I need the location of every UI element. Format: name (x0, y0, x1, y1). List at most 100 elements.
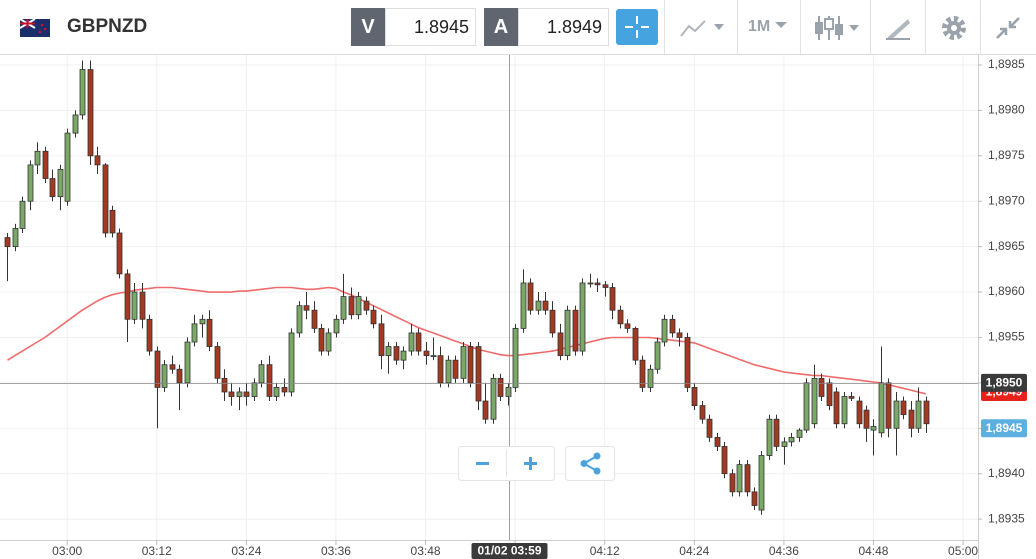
candle-body (42, 150, 49, 179)
candle-body (281, 387, 288, 393)
chart-type-button[interactable] (678, 16, 728, 40)
x-tick-label: 03:36 (321, 544, 351, 558)
candle-body (572, 309, 579, 352)
candle-body (482, 400, 489, 420)
y-tick-label: 1,8960 (988, 284, 1025, 298)
crosshair-time-box (471, 543, 548, 559)
candle-body (729, 473, 736, 493)
crosshair-price-label-box (981, 373, 1027, 392)
candle-body (176, 368, 183, 384)
bid-price[interactable]: 1.8945 (385, 8, 476, 46)
candle-body (102, 164, 109, 234)
bid-price-label-box (981, 419, 1027, 438)
timeframe-button[interactable]: 1M (748, 18, 771, 35)
candle-body (512, 327, 519, 388)
candle-body (602, 284, 609, 288)
candle-body (452, 359, 459, 379)
drawing-tools-button[interactable] (884, 15, 912, 41)
candle-body (146, 318, 153, 352)
candle-body (833, 391, 840, 425)
ask-button[interactable]: A (484, 8, 518, 46)
candle-body (579, 282, 586, 352)
candle-body (624, 323, 631, 329)
candle-body (318, 327, 325, 352)
candle-body (79, 69, 86, 116)
candle-body (296, 305, 303, 334)
candle-body (758, 455, 765, 511)
candle-body (273, 387, 280, 397)
bid-price-label: 1,8945 (986, 421, 1023, 435)
candle-body (228, 391, 235, 397)
candle-body (497, 377, 504, 397)
candle-body (826, 382, 833, 406)
share-button[interactable] (565, 446, 615, 481)
candle-body (64, 132, 71, 202)
candle-body (109, 209, 116, 234)
candle-body (676, 332, 683, 338)
separator (737, 0, 738, 54)
x-tick-label: 03:12 (142, 544, 172, 558)
crosshair-price-label: 1,8950 (986, 376, 1023, 390)
x-tick-label: 03:48 (411, 544, 441, 558)
candle-body (378, 323, 385, 357)
symbol: GBPNZD (67, 16, 148, 37)
x-tick-label: 03:24 (231, 544, 261, 558)
candle-body (243, 391, 250, 397)
candle-body (870, 426, 877, 431)
candle-body (169, 364, 176, 370)
candle-body (355, 296, 362, 316)
y-tick-label: 1,8940 (988, 466, 1025, 480)
candle-body (893, 400, 900, 429)
candle-body (221, 377, 228, 393)
candle-body (72, 114, 79, 134)
candle-body (714, 436, 721, 447)
candle-body (535, 300, 542, 311)
candle-body (856, 400, 863, 425)
candle-body (796, 429, 803, 438)
candle-body (818, 377, 825, 397)
candle-body (363, 300, 370, 311)
candle-body (34, 150, 41, 166)
zoom-in-button[interactable] (524, 457, 537, 470)
candle-body (400, 350, 407, 361)
candle-body (505, 387, 512, 397)
candle-body (908, 409, 915, 429)
candle-body (557, 332, 564, 357)
candle-body (199, 318, 206, 325)
candle-body (863, 409, 870, 429)
candle-body (437, 355, 444, 384)
x-tick-label: 04:24 (679, 544, 709, 558)
settings-button[interactable] (941, 15, 967, 41)
candle-body (445, 359, 452, 384)
candle-body (564, 309, 571, 357)
candle-body (340, 296, 347, 320)
ask-price[interactable]: 1.8949 (518, 8, 609, 46)
candle-style-button[interactable] (813, 13, 863, 43)
candle-body (325, 332, 332, 352)
separator (664, 0, 665, 54)
y-tick-label: 1,8955 (988, 330, 1025, 344)
separator (980, 0, 981, 54)
candle-body (781, 441, 788, 447)
candle-body (803, 382, 810, 431)
candle-body (303, 305, 310, 311)
candle-body (131, 291, 138, 320)
candle-body (811, 377, 818, 425)
candle-body (460, 346, 467, 379)
candle-body (214, 346, 221, 379)
candle-body (900, 400, 907, 416)
collapse-button[interactable] (995, 16, 1021, 40)
candle-body (773, 418, 780, 447)
candle-body (415, 332, 422, 352)
candle-body (57, 169, 64, 198)
candle-body (116, 232, 123, 275)
crosshair-button[interactable] (616, 9, 658, 45)
candle-body (654, 341, 661, 370)
candle-body (19, 200, 26, 229)
separator (800, 0, 801, 54)
bid-button[interactable]: V (351, 8, 385, 46)
y-tick-label: 1,8980 (988, 103, 1025, 117)
candle-body (915, 400, 922, 429)
candle-body (527, 282, 534, 311)
